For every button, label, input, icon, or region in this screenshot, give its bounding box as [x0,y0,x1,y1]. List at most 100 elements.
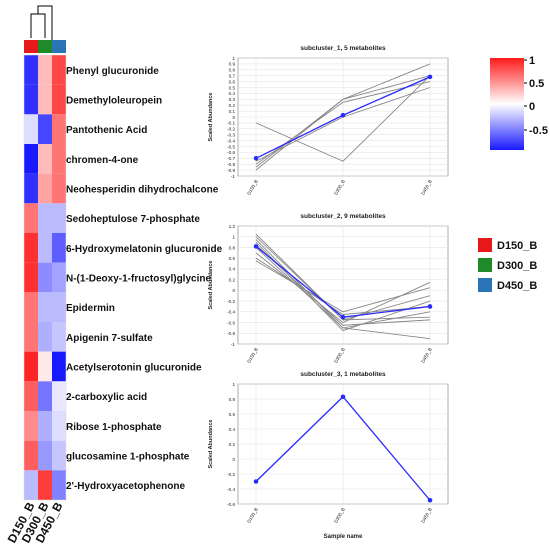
heatmap-cell [52,144,66,174]
y-tick-label: 0 [232,288,235,293]
y-tick-label: -0.6 [227,150,235,155]
y-tick-label: 0.3 [229,97,236,102]
y-tick-label: 0.4 [229,427,236,432]
y-tick-label: 0.2 [229,442,236,447]
heatmap-cell [38,322,52,352]
y-tick-label: -0.5 [227,144,235,149]
subcluster-charts: subcluster_1, 5 metabolites-1-0.9-0.8-0.… [208,45,449,540]
heatmap-cell [52,381,66,411]
mean-point [427,74,433,80]
heatmap-cell [52,114,66,144]
heatmap-cell [24,55,38,85]
heatmap-cell [38,233,52,263]
y-tick-label: -0.6 [227,502,235,507]
x-axis-label: Sample name [324,534,363,540]
y-tick-label: 0 [232,115,235,120]
heatmap-cell [52,411,66,441]
y-tick-label: 0.6 [229,256,236,261]
chart-title: subcluster_2, 9 metabolites [300,213,386,220]
member-line [255,75,431,171]
heatmap-cell [52,233,66,263]
x-tick-label: D300_B [333,347,346,364]
heatmap-cell [38,144,52,174]
row-label: Apigenin 7-sulfate [66,333,153,344]
x-tick-label: D450_B [420,347,433,364]
subcluster-chart-1: subcluster_1, 5 metabolites-1-0.9-0.8-0.… [208,45,449,196]
y-tick-label: 0.6 [229,412,236,417]
row-label: Acetylserotonin glucuronide [66,363,202,374]
heatmap-cell [24,411,38,441]
heatmap-cell [38,114,52,144]
heatmap-cell [24,84,38,115]
member-line [255,75,431,162]
y-tick-label: -0.2 [227,299,235,304]
mean-point [340,394,346,400]
subcluster-chart-2: subcluster_2, 9 metabolites -1 -0.8 -0.6 -0.… [208,213,449,364]
row-label: Pantothenic Acid [66,125,147,136]
heatmap-cell [24,440,38,471]
heatmap-cell [52,351,66,382]
x-tick-label: D300_B [333,507,346,524]
legend-label: D450_B [497,280,537,292]
heatmap-cell [52,440,66,471]
y-tick-label: 0.8 [229,68,236,73]
y-tick-label: 0.4 [229,267,236,272]
chart-title: subcluster_3, 1 metabolites [300,371,386,378]
legend-swatch [478,278,492,292]
y-tick-label: -0.4 [227,310,235,315]
heatmap-cell [38,203,52,233]
x-tick-label: D450_B [420,507,433,524]
y-tick-label: 1 [232,56,235,61]
heatmap-cell [52,203,66,233]
heatmap-cell [52,173,66,204]
y-tick-label: 0.5 [229,85,236,90]
y-tick-label: 0.2 [229,103,236,108]
member-line [255,236,431,321]
y-tick-label: 0.2 [229,277,236,282]
row-label: N-(1-Deoxy-1-fructosyl)glycine [66,274,211,285]
row-label: Phenyl glucuronide [66,66,159,77]
x-tick-label: D150_B [246,347,259,364]
heatmap-border [23,54,67,501]
y-tick-label: -0.4 [227,138,235,143]
heatmap-cell [24,114,38,144]
heatmap-cell [24,470,38,500]
row-label: Sedoheptulose 7-phosphate [66,214,200,225]
legend-label: D150_B [497,240,537,252]
y-tick-label: -0.2 [227,472,235,477]
y-tick-label: -1 [231,342,236,347]
heatmap-cell [52,322,66,352]
column-dendrogram [30,5,53,40]
y-tick-label: -0.2 [227,127,235,132]
y-axis-label: Scaled Abundance [208,260,214,309]
mean-point [340,112,346,118]
colorbar-tick-label: -0.5 [529,125,548,137]
sample-color-D450_B [52,40,66,53]
sample-legend: D150_B D300_B D450_B [478,238,537,292]
y-tick-label: 0 [232,457,235,462]
row-label: glucosamine 1-phosphate [66,452,190,463]
heatmap-cell [24,292,38,322]
y-tick-label: -0.4 [227,487,235,492]
mean-point [253,479,259,484]
y-tick-label: 0.1 [229,109,236,114]
heatmap-cell [24,322,38,352]
y-tick-label: -0.7 [227,156,235,161]
subcluster-chart-3: subcluster_3, 1 metabolites -0.6 -0.4 -0.2 0… [208,371,449,540]
heatmap-cell [52,292,66,322]
mean-point [427,497,433,503]
member-line [255,247,431,329]
chart-title: subcluster_1, 5 metabolites [300,45,386,52]
y-tick-label: 0.7 [229,74,236,79]
heatmap-cell [38,440,52,471]
y-axis-label: Scaled Abundance [208,92,214,141]
heatmap-cell [38,470,52,500]
legend-swatch [478,238,492,252]
member-line [255,257,431,315]
y-tick-label: -0.8 [227,162,235,167]
y-tick-label: 1 [232,235,235,240]
heatmap-cell [24,233,38,263]
row-label: 6-Hydroxymelatonin glucuronide [66,244,223,255]
